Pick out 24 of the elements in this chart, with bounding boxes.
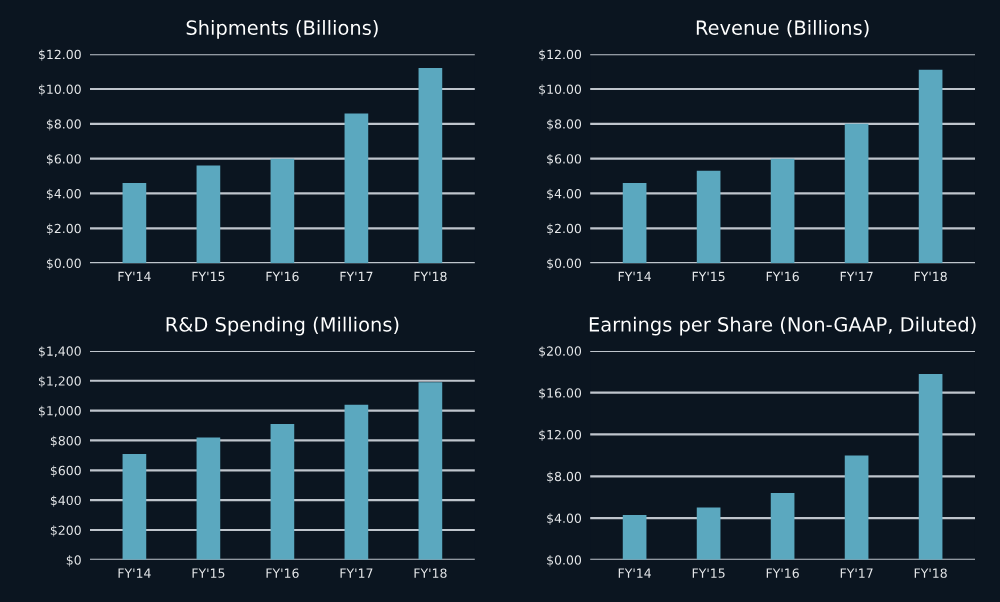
bar	[418, 382, 443, 560]
bar	[196, 165, 221, 264]
chart-title: Revenue (Billions)	[696, 19, 869, 38]
bar	[918, 373, 943, 560]
bar	[122, 453, 147, 560]
bar	[696, 507, 721, 560]
bar	[844, 455, 869, 560]
bar	[344, 404, 369, 560]
chart-title: Earnings per Share (Non-GAAP, Diluted)	[589, 316, 976, 336]
bar	[270, 158, 295, 264]
bar	[622, 514, 647, 560]
bar	[344, 113, 369, 264]
bar	[696, 170, 721, 264]
bar	[270, 424, 295, 560]
bar	[770, 492, 795, 560]
bar	[844, 123, 869, 264]
bar	[622, 183, 647, 264]
bar	[418, 68, 443, 264]
bar	[918, 69, 943, 264]
bar	[122, 183, 147, 264]
bar	[196, 437, 221, 560]
chart-title: R&D Spending (Millions)	[166, 316, 399, 336]
bar	[770, 158, 795, 264]
chart-title: Shipments (Billions)	[186, 19, 378, 39]
